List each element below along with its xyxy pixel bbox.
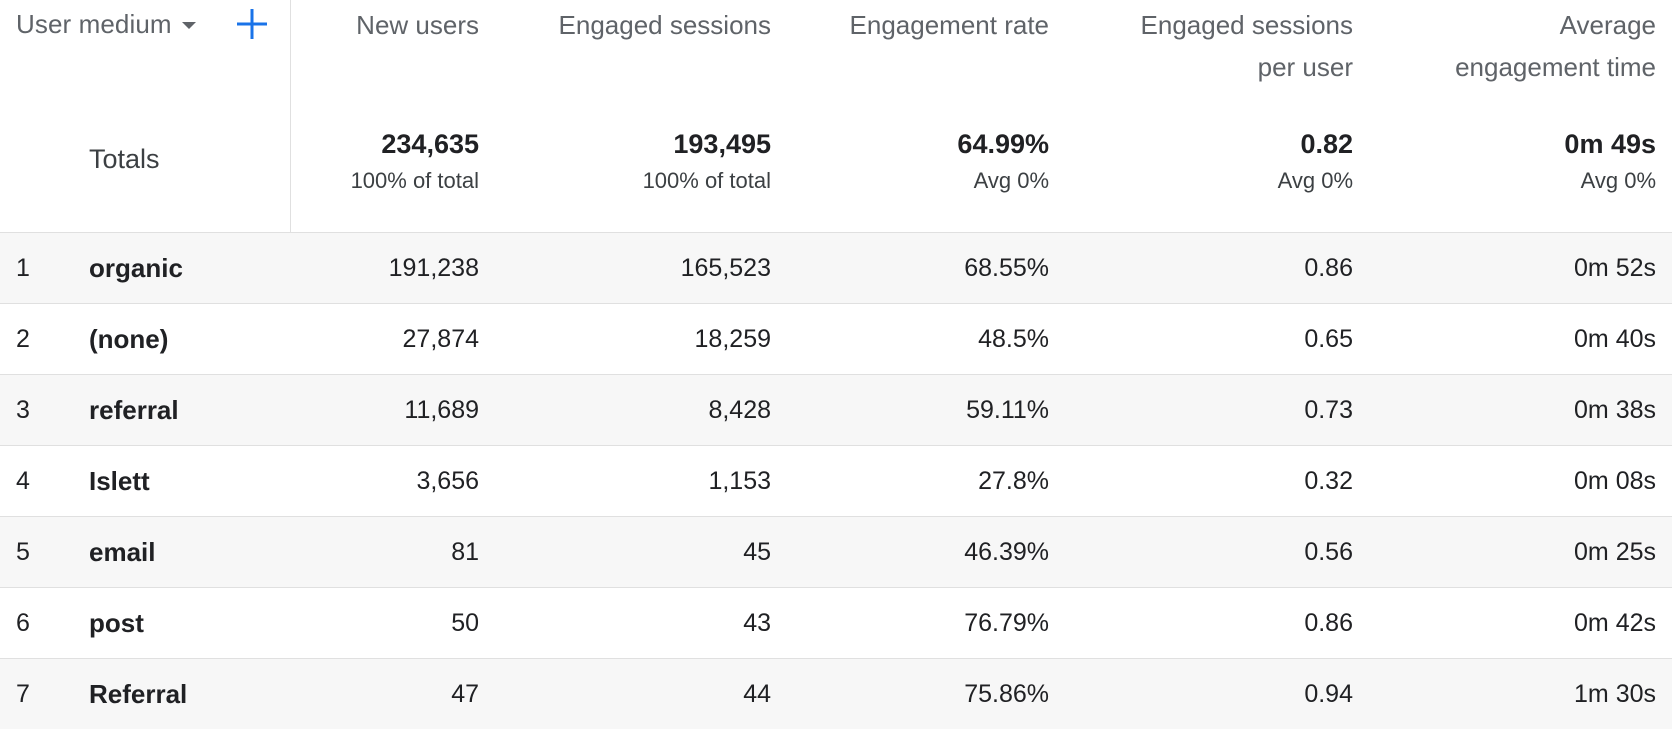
total-subtext: 100% of total <box>642 168 771 193</box>
row-index: 1 <box>16 254 30 282</box>
cell-engaged-sessions-per-user: 0.86 <box>1304 609 1353 637</box>
cell-engaged-sessions: 1,153 <box>708 467 771 495</box>
table-row[interactable]: 2 (none) 27,874 18,259 48.5% 0.65 0m 40s <box>0 303 1672 374</box>
cell-engagement-rate: 27.8% <box>978 467 1049 495</box>
cell-engaged-sessions: 44 <box>743 680 771 708</box>
add-dimension-icon[interactable] <box>234 6 270 42</box>
total-new-users: 234,635 100% of total <box>351 124 479 198</box>
total-subtext: 100% of total <box>350 168 479 193</box>
cell-engagement-rate: 46.39% <box>964 538 1049 566</box>
cell-engagement-rate: 76.79% <box>964 609 1049 637</box>
row-medium[interactable]: (none) <box>89 324 169 354</box>
total-value: 0m 49s <box>1564 129 1656 159</box>
total-engaged-sessions: 193,495 100% of total <box>643 124 771 198</box>
cell-average-engagement-time: 0m 08s <box>1574 467 1656 495</box>
cell-average-engagement-time: 0m 40s <box>1574 325 1656 353</box>
table-row[interactable]: 1 organic 191,238 165,523 68.55% 0.86 0m… <box>0 232 1672 303</box>
cell-average-engagement-time: 0m 42s <box>1574 609 1656 637</box>
column-header-label: engagement time <box>1455 52 1656 82</box>
total-value: 193,495 <box>673 129 771 159</box>
column-header-engaged-sessions[interactable]: Engaged sessions <box>559 4 771 46</box>
cell-engagement-rate: 59.11% <box>966 396 1049 424</box>
cell-average-engagement-time: 0m 25s <box>1574 538 1656 566</box>
cell-engaged-sessions-per-user: 0.94 <box>1304 680 1353 708</box>
column-header-label: New users <box>356 10 479 40</box>
column-header-label: Engagement rate <box>849 10 1049 40</box>
total-average-engagement-time: 0m 49s Avg 0% <box>1564 124 1656 198</box>
row-medium[interactable]: referral <box>89 395 179 425</box>
total-engaged-sessions-per-user: 0.82 Avg 0% <box>1278 124 1353 198</box>
row-index: 4 <box>16 467 30 495</box>
cell-engaged-sessions-per-user: 0.32 <box>1304 467 1353 495</box>
table-row[interactable]: 6 post 50 43 76.79% 0.86 0m 42s <box>0 587 1672 658</box>
table-row[interactable]: 7 Referral 47 44 75.86% 0.94 1m 30s <box>0 658 1672 729</box>
row-medium[interactable]: email <box>89 537 156 567</box>
dimension-selector[interactable]: User medium <box>16 6 196 42</box>
column-header-engagement-rate[interactable]: Engagement rate <box>850 4 1049 46</box>
total-value: 0.82 <box>1300 129 1353 159</box>
row-medium[interactable]: post <box>89 608 144 638</box>
dimension-label: User medium <box>16 8 172 39</box>
cell-new-users: 11,689 <box>404 396 479 424</box>
totals-label: Totals <box>89 144 160 174</box>
cell-new-users: 27,874 <box>402 325 479 353</box>
table-body: 1 organic 191,238 165,523 68.55% 0.86 0m… <box>0 232 1672 729</box>
column-header-average-engagement-time[interactable]: Average engagement time <box>1455 4 1656 88</box>
cell-engaged-sessions: 8,428 <box>708 396 771 424</box>
row-index: 7 <box>16 680 30 708</box>
cell-average-engagement-time: 0m 52s <box>1574 254 1656 282</box>
cell-engagement-rate: 48.5% <box>978 325 1049 353</box>
row-index: 3 <box>16 396 30 424</box>
row-index: 2 <box>16 325 30 353</box>
cell-engaged-sessions-per-user: 0.73 <box>1304 396 1353 424</box>
cell-new-users: 3,656 <box>416 467 479 495</box>
cell-engaged-sessions: 165,523 <box>680 254 771 282</box>
total-value: 234,635 <box>381 129 479 159</box>
cell-new-users: 191,238 <box>388 254 479 282</box>
column-header-label: Average <box>1559 10 1656 40</box>
total-subtext: Avg 0% <box>1580 168 1656 193</box>
cell-average-engagement-time: 0m 38s <box>1574 396 1656 424</box>
caret-down-icon <box>181 22 196 29</box>
row-medium[interactable]: Referral <box>89 679 188 709</box>
cell-engaged-sessions-per-user: 0.56 <box>1304 538 1353 566</box>
row-index: 6 <box>16 609 30 637</box>
column-header-engaged-sessions-per-user[interactable]: Engaged sessions per user <box>1141 4 1353 88</box>
cell-engaged-sessions: 43 <box>743 609 771 637</box>
table-row[interactable]: 3 referral 11,689 8,428 59.11% 0.73 0m 3… <box>0 374 1672 445</box>
cell-engagement-rate: 68.55% <box>964 254 1049 282</box>
column-header-label: Engaged sessions <box>558 10 771 40</box>
column-header-label: Engaged sessions <box>1140 10 1353 40</box>
cell-engagement-rate: 75.86% <box>964 680 1049 708</box>
cell-new-users: 47 <box>451 680 479 708</box>
total-subtext: Avg 0% <box>1277 168 1353 193</box>
row-medium[interactable]: Islett <box>89 466 150 496</box>
cell-new-users: 50 <box>451 609 479 637</box>
row-index: 5 <box>16 538 30 566</box>
cell-engaged-sessions: 45 <box>743 538 771 566</box>
cell-engaged-sessions-per-user: 0.65 <box>1304 325 1353 353</box>
cell-new-users: 81 <box>451 538 479 566</box>
column-header-new-users[interactable]: New users <box>356 4 479 46</box>
cell-average-engagement-time: 1m 30s <box>1574 680 1656 708</box>
cell-engaged-sessions: 18,259 <box>694 325 771 353</box>
total-engagement-rate: 64.99% Avg 0% <box>957 124 1049 198</box>
total-value: 64.99% <box>957 129 1049 159</box>
cell-engaged-sessions-per-user: 0.86 <box>1304 254 1353 282</box>
table-row[interactable]: 4 Islett 3,656 1,153 27.8% 0.32 0m 08s <box>0 445 1672 516</box>
column-header-label: per user <box>1257 52 1353 82</box>
row-medium[interactable]: organic <box>89 253 183 283</box>
total-subtext: Avg 0% <box>973 168 1049 193</box>
table-row[interactable]: 5 email 81 45 46.39% 0.56 0m 25s <box>0 516 1672 587</box>
